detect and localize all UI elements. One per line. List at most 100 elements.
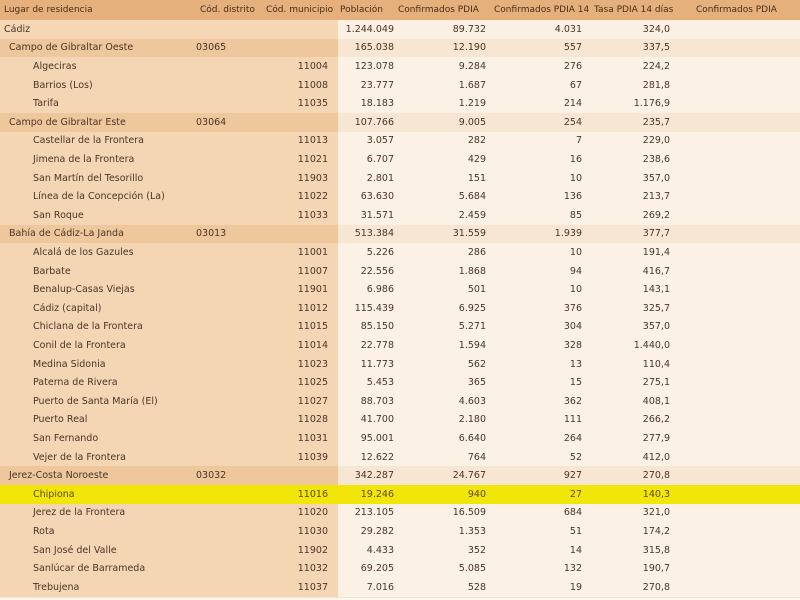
table-row[interactable]: Jerez de la Frontera 11020 213.105 16.509 68… (0, 503, 800, 524)
header-rate-14[interactable]: Tasa PDIA 14 días (594, 5, 674, 15)
header-municipality-code[interactable]: Cód. municipio (266, 5, 334, 15)
confirmed-cell: 501 (396, 280, 492, 299)
table-row[interactable]: San Martín del Tesorillo 11903 2.801 151 10 3… (0, 168, 800, 189)
table-row[interactable]: Chiclana de la Frontera 11015 85.150 5.271 3… (0, 317, 800, 338)
table-row[interactable]: Puerto de Santa María (El) 11027 88.703 4.6… (0, 392, 800, 412)
confirmed-cell: 6.925 (396, 299, 492, 318)
table-row[interactable]: San Roque 11033 31.571 2.459 85 269,2 (0, 206, 800, 226)
confirmed-14-cell: 14 (492, 540, 592, 560)
place-cell: Algeciras (0, 57, 196, 76)
population-cell: 5.453 (338, 373, 396, 392)
confirmed-14-cell: 1.939 (492, 224, 592, 244)
extra-cell (690, 429, 800, 448)
table-row[interactable]: Campo de Gibraltar Oeste 03065 165.038 12.1… (0, 38, 800, 59)
extra-cell (690, 392, 800, 411)
place-cell: Paterna de Rivera (0, 373, 196, 392)
place-cell: Puerto Real (0, 410, 196, 430)
place-cell: Tarifa (0, 94, 196, 113)
confirmed-14-cell: 85 (492, 206, 592, 225)
table-row[interactable]: Alcalá de los Gazules 11001 5.226 286 10 191,… (0, 243, 800, 263)
municipality-code-cell: 11023 (262, 354, 338, 374)
confirmed-cell: 764 (396, 447, 492, 467)
rate-14-cell: 277,9 (592, 429, 690, 448)
table-row[interactable]: Trebujena 11037 7.016 528 19 270,8 (0, 578, 800, 598)
population-cell: 7.016 (338, 578, 396, 597)
header-extra[interactable]: Confirmados PDIA (696, 5, 777, 15)
table-header-row: Lugar de residencia Cód. distrito Cód. m… (0, 0, 800, 20)
place-cell: Chipiona (0, 485, 196, 504)
population-cell: 4.433 (338, 540, 396, 560)
place-cell: Campo de Gibraltar Oeste (0, 38, 196, 58)
rate-14-cell: 337,5 (592, 38, 690, 58)
confirmed-14-cell: 94 (492, 261, 592, 281)
confirmed-14-cell: 132 (492, 559, 592, 578)
municipality-code-cell: 11013 (262, 131, 338, 151)
place-cell: Bahía de Cádiz-La Janda (0, 224, 196, 244)
district-code-cell (196, 94, 262, 113)
table-row[interactable]: Paterna de Rivera 11025 5.453 365 15 275,1 (0, 373, 800, 393)
population-cell: 6.986 (338, 280, 396, 299)
header-population[interactable]: Población (340, 5, 384, 15)
rate-14-cell: 191,4 (592, 243, 690, 262)
district-code-cell: 03013 (196, 224, 262, 244)
extra-cell (690, 75, 800, 95)
table-row[interactable]: Conil de la Frontera 11014 22.778 1.594 328 1… (0, 336, 800, 356)
confirmed-cell: 286 (396, 243, 492, 262)
municipality-code-cell: 11901 (262, 280, 338, 299)
confirmed-14-cell: 276 (492, 57, 592, 76)
header-confirmed-14[interactable]: Confirmados PDIA 14 días (494, 5, 592, 15)
header-place[interactable]: Lugar de residencia (4, 5, 93, 15)
table-row[interactable]: Línea de la Concepción (La) 11022 63.630 5.… (0, 187, 800, 207)
population-cell: 513.384 (338, 224, 396, 244)
table-row[interactable]: Barrios (Los) 11008 23.777 1.687 67 281,8 (0, 75, 800, 96)
table-row[interactable]: Barbate 11007 22.556 1.868 94 416,7 (0, 261, 800, 282)
rate-14-cell: 1.440,0 (592, 336, 690, 355)
table-row[interactable]: Bahía de Cádiz-La Janda 03013 513.384 31.55… (0, 224, 800, 245)
extra-cell (690, 373, 800, 392)
place-cell: Rota (0, 522, 196, 541)
table-row[interactable]: Campo de Gibraltar Este 03064 107.766 9.005… (0, 113, 800, 133)
district-code-cell (196, 280, 262, 299)
table-row[interactable]: Rota 11030 29.282 1.353 51 174,2 (0, 522, 800, 542)
header-district-code[interactable]: Cód. distrito (200, 5, 255, 15)
place-cell: Cádiz (capital) (0, 299, 196, 318)
confirmed-cell: 2.459 (396, 206, 492, 225)
table-row[interactable]: San José del Valle 11902 4.433 352 14 315,8 (0, 540, 800, 561)
table-row[interactable]: Jimena de la Frontera 11021 6.707 429 16 238,… (0, 150, 800, 170)
table-row[interactable]: Cádiz (capital) 11012 115.439 6.925 376 325,7 (0, 299, 800, 319)
table-row[interactable]: San Fernando 11031 95.001 6.640 264 277,9 (0, 429, 800, 449)
table-row[interactable]: Tarifa 11035 18.183 1.219 214 1.176,9 (0, 94, 800, 114)
district-code-cell (196, 317, 262, 337)
table-row[interactable]: Chipiona 11016 19.246 940 27 140,3 (0, 485, 800, 505)
place-cell: Jimena de la Frontera (0, 150, 196, 169)
table-row[interactable]: Puerto Real 11028 41.700 2.180 111 266,2 (0, 410, 800, 431)
header-confirmed[interactable]: Confirmados PDIA (398, 5, 479, 15)
place-cell: Barrios (Los) (0, 75, 196, 95)
district-code-cell (196, 485, 262, 504)
extra-cell (690, 336, 800, 355)
table-row[interactable]: Vejer de la Frontera 11039 12.622 764 52 412,… (0, 447, 800, 468)
table-row[interactable]: Sanlúcar de Barrameda 11032 69.205 5.085 132… (0, 559, 800, 579)
extra-cell (690, 447, 800, 467)
municipality-code-cell: 11902 (262, 540, 338, 560)
confirmed-14-cell: 557 (492, 38, 592, 58)
extra-cell (690, 410, 800, 430)
confirmed-14-cell: 4.031 (492, 20, 592, 39)
extra-cell (690, 20, 800, 39)
table-row[interactable]: Medina Sidonia 11023 11.773 562 13 110,4 (0, 354, 800, 375)
district-code-cell (196, 373, 262, 392)
rate-14-cell: 377,7 (592, 224, 690, 244)
table-row[interactable]: Castellar de la Frontera 11013 3.057 282 7 22… (0, 131, 800, 152)
table-row[interactable]: Algeciras 11004 123.078 9.284 276 224,2 (0, 57, 800, 77)
confirmed-14-cell: 111 (492, 410, 592, 430)
table-row[interactable]: Cádiz 1.244.049 89.732 4.031 324,0 (0, 20, 800, 40)
district-code-cell (196, 206, 262, 225)
confirmed-14-cell: 214 (492, 94, 592, 113)
table-row[interactable]: Benalup-Casas Viejas 11901 6.986 501 10 143,1 (0, 280, 800, 300)
confirmed-cell: 365 (396, 373, 492, 392)
population-cell: 12.622 (338, 447, 396, 467)
district-code-cell (196, 243, 262, 262)
population-cell: 22.778 (338, 336, 396, 355)
confirmed-cell: 1.219 (396, 94, 492, 113)
table-row[interactable]: Jerez-Costa Noroeste 03032 342.287 24.767 92… (0, 466, 800, 486)
